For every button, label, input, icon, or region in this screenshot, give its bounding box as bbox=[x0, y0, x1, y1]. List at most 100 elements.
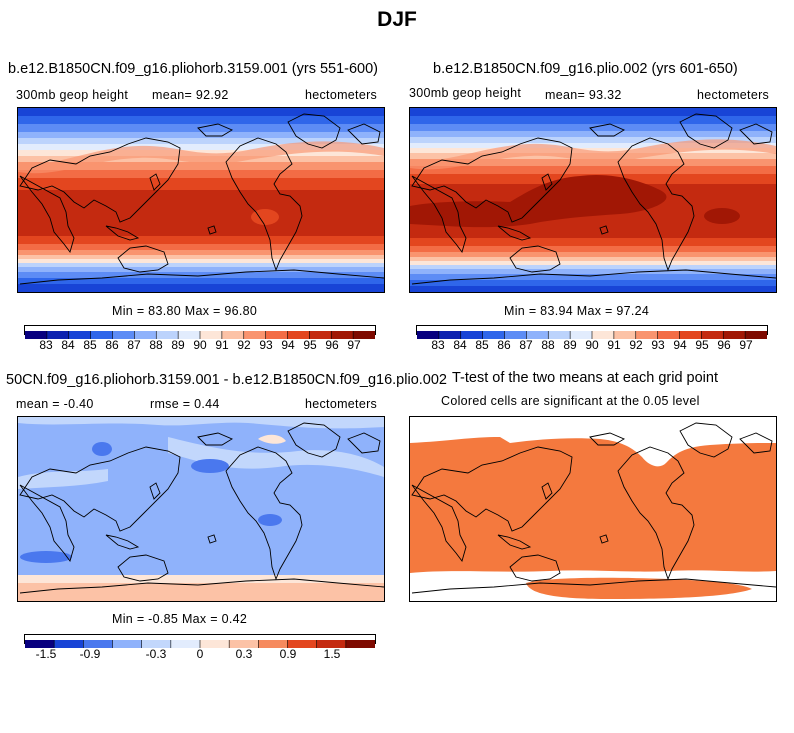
colorbar-swatch bbox=[438, 331, 462, 339]
panel3-rmse-label: rmse = 0.44 bbox=[150, 397, 220, 411]
panel3-title: 50CN.f09_g16.pliohorb.3159.001 - b.e12.B… bbox=[6, 372, 447, 388]
colorbar-tick-label: 92 bbox=[237, 338, 251, 352]
colorbar-tick-label: 89 bbox=[171, 338, 185, 352]
colorbar-swatch bbox=[54, 640, 84, 648]
panel2-units-label: hectometers bbox=[697, 88, 770, 102]
colorbar-swatch bbox=[592, 331, 615, 339]
band bbox=[410, 261, 776, 265]
panel4-subtitle: Colored cells are significant at the 0.0… bbox=[441, 394, 700, 408]
band bbox=[18, 162, 384, 170]
diff-min-region bbox=[20, 551, 72, 563]
colorbar-swatch bbox=[83, 640, 113, 648]
colorbar-swatch bbox=[170, 640, 201, 648]
band bbox=[18, 250, 384, 255]
diff-region bbox=[18, 417, 384, 581]
colorbar-swatch bbox=[134, 331, 157, 339]
colorbar-swatch bbox=[68, 331, 92, 339]
band bbox=[18, 259, 384, 263]
panel1-variable-label: 300mb geop height bbox=[16, 88, 129, 102]
colorbar-swatch bbox=[353, 331, 376, 339]
colorbar-swatch bbox=[25, 640, 55, 648]
panel2-title: b.e12.B1850CN.f09_g16.plio.002 (yrs 601-… bbox=[433, 61, 738, 77]
band bbox=[18, 124, 384, 132]
colorbar-swatch bbox=[156, 331, 179, 339]
band bbox=[18, 236, 384, 244]
panel3-coastlines bbox=[19, 422, 384, 594]
band bbox=[410, 286, 776, 292]
panel4-coastlines bbox=[411, 422, 776, 594]
figure-title: DJF bbox=[377, 8, 417, 31]
colorbar-swatch bbox=[265, 331, 289, 339]
colorbar-tick-label: 95 bbox=[695, 338, 709, 352]
colorbar-swatch bbox=[657, 331, 681, 339]
colorbar-swatch bbox=[112, 331, 135, 339]
colorbar-tick-label: 90 bbox=[585, 338, 599, 352]
colorbar-swatch bbox=[417, 331, 440, 339]
max-region bbox=[704, 208, 740, 224]
panel2-minmax: Min = 83.94 Max = 97.24 bbox=[504, 304, 650, 318]
colorbar-abs-2-svg bbox=[417, 331, 768, 339]
colorbar-tick-label: 91 bbox=[607, 338, 621, 352]
band bbox=[18, 178, 384, 190]
colorbar-tick-label: 96 bbox=[717, 338, 731, 352]
colorbar-tick-label: 85 bbox=[83, 338, 97, 352]
colorbar-tick-label: -1.5 bbox=[35, 647, 57, 661]
band bbox=[410, 143, 776, 148]
colorbar-tick-label: 91 bbox=[215, 338, 229, 352]
panel4-map bbox=[409, 416, 777, 602]
colorbar-tick-label: 83 bbox=[431, 338, 445, 352]
band bbox=[18, 278, 384, 284]
colorbar-tick-label: 97 bbox=[739, 338, 753, 352]
band bbox=[410, 269, 776, 274]
colorbar-swatch bbox=[258, 640, 288, 648]
colorbar-abs-2-labels: 83 84 85 86 87 88 89 90 91 92 93 94 95 9… bbox=[416, 338, 768, 354]
colorbar-tick-label: 87 bbox=[519, 338, 533, 352]
colorbar-swatch bbox=[178, 331, 201, 339]
diff-positive-region bbox=[258, 434, 286, 444]
band bbox=[410, 280, 776, 286]
diff-min-region bbox=[191, 459, 229, 473]
colorbar-swatch bbox=[46, 331, 70, 339]
band bbox=[18, 170, 384, 178]
band bbox=[18, 272, 384, 278]
colorbar-swatch bbox=[25, 331, 48, 339]
colorbar-tick-label: 86 bbox=[105, 338, 119, 352]
band bbox=[18, 116, 384, 124]
colorbar-abs-1-labels: 83 84 85 86 87 88 89 90 91 92 93 94 95 9… bbox=[24, 338, 376, 354]
colorbar-swatch bbox=[679, 331, 702, 339]
panel1-units-label: hectometers bbox=[305, 88, 378, 102]
band bbox=[410, 131, 776, 137]
band bbox=[18, 108, 384, 116]
colorbar-swatch bbox=[287, 640, 318, 648]
panel2-variable-label: 300mb geop height bbox=[409, 86, 522, 100]
colorbar-diff bbox=[24, 634, 376, 648]
significant-region bbox=[526, 577, 752, 599]
colorbar-tick-label: 93 bbox=[259, 338, 273, 352]
colorbar-diff-labels: -1.5 -0.9 -0.3 0 0.3 0.9 1.5 bbox=[24, 647, 376, 663]
panel3-map-svg bbox=[18, 417, 384, 601]
panel1-minmax: Min = 83.80 Max = 96.80 bbox=[112, 304, 258, 318]
colorbar-swatch bbox=[701, 331, 724, 339]
colorbar-swatch bbox=[309, 331, 332, 339]
diff-positive-region bbox=[18, 581, 384, 601]
diff-positive-region bbox=[18, 575, 384, 583]
colorbar-tick-label: 90 bbox=[193, 338, 207, 352]
colorbar-tick-label: 87 bbox=[127, 338, 141, 352]
colorbar-swatch bbox=[635, 331, 659, 339]
colorbar-swatch bbox=[221, 331, 245, 339]
colorbar-abs-1 bbox=[24, 325, 376, 339]
colorbar-swatch bbox=[90, 331, 114, 339]
colorbar-swatch bbox=[287, 331, 310, 339]
band bbox=[18, 263, 384, 267]
band bbox=[18, 255, 384, 259]
colorbar-swatch bbox=[316, 640, 347, 648]
panel3-map bbox=[17, 416, 385, 602]
band bbox=[410, 257, 776, 261]
band bbox=[18, 284, 384, 292]
colorbar-swatch bbox=[345, 640, 376, 648]
diff-region bbox=[18, 469, 108, 489]
colorbar-abs-2 bbox=[416, 325, 768, 339]
band bbox=[410, 274, 776, 280]
colorbar-swatch bbox=[200, 331, 223, 339]
colorbar-swatch bbox=[112, 640, 143, 648]
